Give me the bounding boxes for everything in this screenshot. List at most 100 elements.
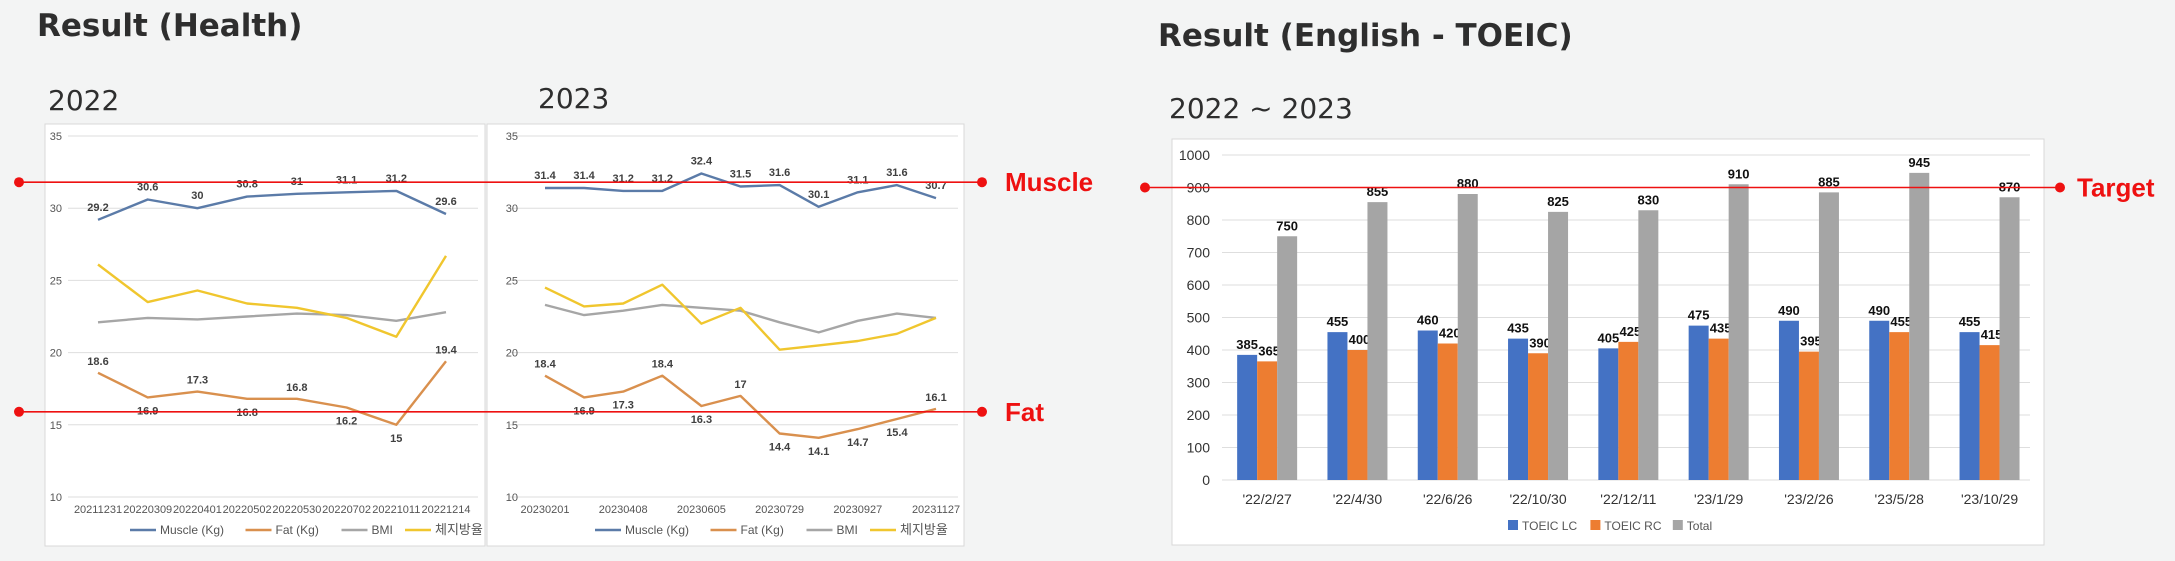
toeic-total-bar	[1818, 192, 1839, 480]
health-2022-fat-data-label: 18.6	[87, 356, 108, 368]
toeic-rc-bar	[1979, 345, 2000, 480]
toeic-total-data-label: 880	[1457, 176, 1479, 191]
health-2022-muscle-data-label: 30.6	[137, 182, 158, 194]
toeic-lc-bar	[1327, 332, 1348, 480]
health-2023-muscle-data-label: 31.1	[847, 174, 868, 186]
toeic-x-tick-label: '22/6/26	[1423, 491, 1473, 507]
toeic-legend-lc-swatch	[1508, 520, 1518, 530]
health-2022-legend-body-fat-label: 체지방율	[435, 523, 483, 538]
health-2023-muscle-data-label: 32.4	[691, 156, 713, 168]
toeic-legend-rc-swatch	[1590, 520, 1601, 530]
toeic-x-tick-label: '22/4/30	[1333, 491, 1383, 507]
fat-reference-start-dot	[14, 406, 24, 417]
health-2023-y-tick-label: 10	[506, 492, 518, 504]
health-2023-fat-data-label: 14.1	[808, 446, 829, 458]
health-2022-body-fat-series-line	[97, 255, 448, 338]
health-2022-x-tick-label: 20220401	[173, 504, 222, 516]
health-2023-fat-data-label: 17.3	[612, 400, 633, 412]
toeic-rc-data-label: 415	[1981, 327, 2003, 342]
toeic-y-tick-label: 500	[1187, 310, 1211, 326]
toeic-y-tick-label: 200	[1187, 407, 1211, 423]
toeic-y-tick-label: 100	[1187, 440, 1211, 456]
toeic-total-bar	[1909, 172, 1930, 480]
toeic-x-tick-label: '22/2/27	[1242, 491, 1292, 507]
english-range-subtitle: 2022 ~ 2023	[1169, 92, 1353, 125]
toeic-rc-bar	[1889, 332, 1910, 480]
toeic-lc-data-label: 490	[1778, 303, 1800, 318]
health-2023-chart: 10 15 20 25 30 35 20230201 20230408 20230605 2023…	[506, 131, 960, 538]
toeic-rc-data-label: 395	[1800, 334, 1822, 349]
target-reference-start-dot	[1140, 182, 1150, 193]
health-2022-x-tick-label: 20220309	[123, 504, 172, 516]
target-reference-end-dot	[2055, 182, 2065, 193]
toeic-total-bar	[1277, 236, 1298, 480]
health-2023-x-tick-label: 20230201	[521, 504, 570, 516]
toeic-rc-bar	[1347, 350, 1368, 480]
toeic-rc-data-label: 435	[1710, 321, 1732, 336]
toeic-lc-data-label: 475	[1688, 308, 1710, 323]
health-2023-muscle-data-label: 30.7	[925, 180, 946, 192]
health-2023-muscle-data-label: 31.6	[769, 167, 790, 179]
toeic-rc-bar	[1708, 338, 1729, 480]
toeic-rc-data-label: 425	[1619, 324, 1641, 339]
health-2022-x-tick-label: 20221214	[422, 504, 471, 516]
health-2022-fat-data-label: 16.2	[336, 415, 357, 427]
toeic-total-data-label: 910	[1728, 166, 1750, 181]
toeic-rc-data-label: 400	[1349, 332, 1371, 347]
health-2023-fat-data-label: 17	[734, 379, 746, 391]
health-2022-x-tick-label: 20211231	[74, 504, 122, 516]
health-2023-x-tick-label: 20230729	[755, 504, 804, 516]
health-2022-muscle-data-label: 29.6	[435, 196, 456, 208]
health-2023-legend-fat-label: Fat (Kg)	[741, 523, 784, 537]
toeic-lc-bar	[1778, 320, 1799, 480]
health-2023-muscle-data-label: 31.2	[612, 173, 633, 185]
health-2022-fat-data-label: 16.8	[236, 407, 257, 419]
toeic-rc-data-label: 365	[1258, 343, 1280, 358]
toeic-legend-total-label: Total	[1687, 519, 1712, 533]
health-2022-muscle-data-label: 29.2	[87, 202, 108, 214]
toeic-rc-data-label: 390	[1529, 335, 1551, 350]
health-2022-fat-data-label: 16.8	[286, 382, 307, 394]
english-title: Result (English - TOEIC)	[1158, 18, 1573, 54]
fat-reference-label: Fat	[1005, 397, 1044, 427]
toeic-lc-bar	[1688, 325, 1709, 480]
health-2023-fat-data-label: 14.7	[847, 437, 868, 449]
toeic-rc-bar	[1798, 351, 1819, 480]
toeic-lc-data-label: 490	[1868, 303, 1890, 318]
toeic-lc-bar	[1237, 354, 1258, 480]
fat-reference-end-dot	[977, 406, 987, 417]
health-2022-muscle-data-label: 31.2	[386, 173, 407, 185]
health-2022-fat-series-line	[97, 360, 447, 426]
toeic-lc-bar	[1508, 338, 1529, 480]
toeic-total-bar	[1548, 211, 1569, 480]
health-2022-muscle-data-label: 30.8	[236, 179, 257, 191]
health-2022-y-tick-label: 25	[50, 275, 62, 287]
health-title: Result (Health)	[37, 8, 303, 44]
toeic-total-data-label: 830	[1637, 192, 1659, 207]
health-2023-y-tick-label: 25	[506, 275, 518, 287]
health-2023-x-tick-label: 20231127	[912, 504, 960, 516]
toeic-x-tick-label: '23/1/29	[1694, 491, 1744, 507]
toeic-rc-data-label: 455	[1890, 314, 1912, 329]
health-2023-fat-data-label: 15.4	[886, 427, 908, 439]
health-2022-x-tick-label: 20221011	[372, 504, 420, 516]
target-reference-label: Target	[2077, 173, 2155, 203]
toeic-total-bar	[1728, 184, 1749, 480]
muscle-reference-start-dot	[14, 177, 24, 188]
health-2023-muscle-series-line	[545, 172, 937, 209]
toeic-legend-lc-label: TOEIC LC	[1522, 519, 1577, 533]
health-2023-muscle-data-label: 30.1	[808, 189, 829, 201]
toeic-x-tick-label: '22/10/30	[1509, 491, 1566, 507]
health-2023-subtitle: 2023	[538, 82, 610, 115]
toeic-legend-total-swatch	[1672, 520, 1683, 530]
toeic-y-tick-label: 300	[1187, 375, 1211, 391]
health-2023-y-tick-label: 30	[506, 203, 518, 215]
health-2023-muscle-data-label: 31.2	[652, 173, 673, 185]
health-2022-fat-data-label: 19.4	[435, 344, 457, 356]
health-2022-muscle-data-label: 31.1	[336, 174, 357, 186]
toeic-x-tick-label: '23/5/28	[1875, 491, 1925, 507]
health-2023-legend-bmi-label: BMI	[837, 523, 858, 537]
health-2022-legend-bmi-label: BMI	[372, 523, 393, 537]
